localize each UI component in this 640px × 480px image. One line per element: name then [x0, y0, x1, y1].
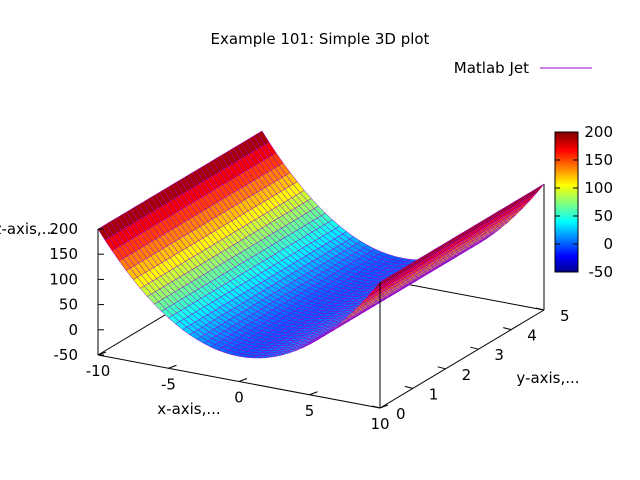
- colorbar-tick-label: 150: [584, 151, 613, 169]
- x-axis-label: x-axis,...: [157, 400, 220, 418]
- z-tick-label: 150: [49, 245, 78, 263]
- colorbar-tick-label: -50: [589, 263, 614, 281]
- x-tick-label: -10: [86, 362, 111, 380]
- z-tick-label: 50: [59, 296, 78, 314]
- y-tick-mark: [404, 385, 413, 389]
- x-tick-label: -5: [161, 375, 176, 393]
- y-tick-label: 1: [429, 385, 439, 403]
- x-tick-mark: [379, 404, 389, 409]
- colorbar: -50 0 50 100 150 200: [554, 123, 613, 281]
- y-tick-mark: [437, 366, 446, 370]
- z-axis-label: z-axis,...: [0, 220, 56, 238]
- surface-mesh: [97, 130, 545, 359]
- x-tick-mark: [309, 391, 318, 396]
- y-tick-mark: [535, 307, 545, 311]
- x-tick-mark: [97, 351, 107, 356]
- z-tick-label: 200: [49, 220, 78, 238]
- legend-label: Matlab Jet: [454, 59, 529, 77]
- z-tick-label: 100: [49, 270, 78, 288]
- y-tick-mark: [371, 405, 381, 409]
- x-tick-mark: [168, 364, 177, 369]
- surface-cell: [372, 279, 385, 291]
- y-tick-label: 4: [527, 327, 537, 345]
- y-tick-label: 2: [462, 366, 472, 384]
- y-axis-line: [379, 309, 545, 409]
- z-tick-label: 0: [68, 321, 78, 339]
- y-axis-label: y-axis,...: [516, 369, 579, 387]
- x-tick-label: 0: [234, 389, 244, 407]
- colorbar-tick-label: 0: [603, 235, 613, 253]
- colorbar-gradient: [554, 131, 579, 273]
- z-tick-label: -50: [54, 346, 79, 364]
- colorbar-tick-label: 200: [584, 123, 613, 141]
- y-tick-label: 5: [560, 307, 570, 325]
- x-tick-mark: [238, 378, 248, 382]
- y-tick-mark: [503, 327, 512, 331]
- colorbar-tick-label: 50: [594, 207, 613, 225]
- x-tick-label: 10: [370, 415, 389, 433]
- y-tick-label: 3: [494, 346, 504, 364]
- y-tick-mark: [470, 346, 479, 350]
- legend: Matlab Jet: [454, 59, 592, 77]
- y-tick-label: 0: [396, 405, 406, 423]
- chart-title: Example 101: Simple 3D plot: [211, 30, 430, 48]
- x-tick-label: 5: [305, 402, 315, 420]
- colorbar-tick-label: 100: [584, 179, 613, 197]
- colorbar-ticks: -50 0 50 100 150 200: [555, 123, 613, 281]
